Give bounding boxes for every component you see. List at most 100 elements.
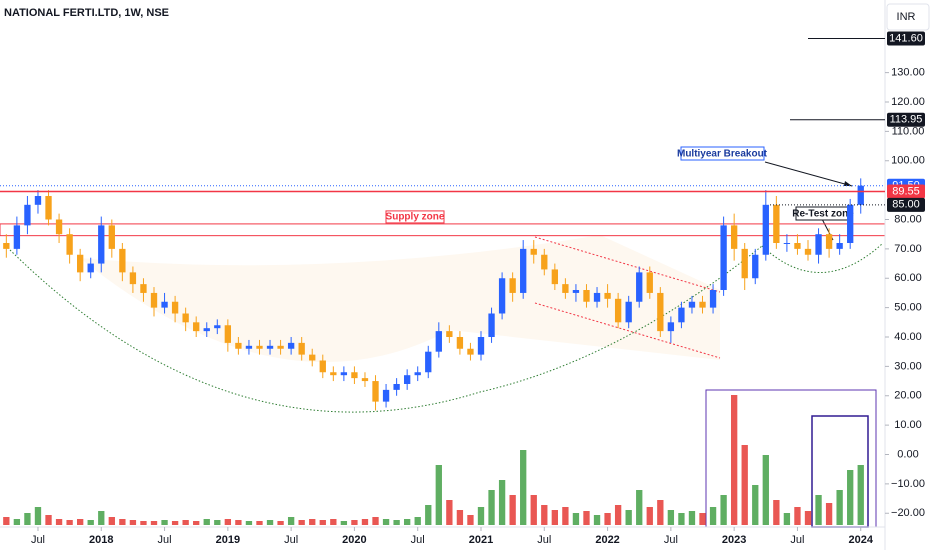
candle-body (161, 301, 168, 308)
volume-bar (351, 520, 358, 525)
volume-bar (266, 520, 274, 525)
candle-body (150, 292, 158, 308)
volume-bar (66, 520, 73, 525)
volume-bar (498, 480, 506, 525)
candle-body (456, 337, 464, 349)
annotation: Re-Test zone (792, 209, 854, 220)
volume-bar (636, 490, 643, 525)
y-tick-label: 0.00 (897, 448, 918, 460)
arrow (764, 161, 853, 187)
candle-body (699, 301, 706, 308)
volume-bar (667, 510, 675, 525)
candle-body (372, 381, 379, 402)
volume-bar (773, 500, 780, 525)
x-tick-label: Jul (411, 534, 425, 546)
candle-body (762, 204, 769, 255)
volume-bar (446, 500, 453, 525)
volume-bar (604, 513, 611, 525)
volume-bar (520, 450, 527, 525)
candle-body (414, 372, 421, 376)
y-tick-label: 110.00 (892, 125, 925, 137)
candle-body (688, 301, 696, 308)
x-tick-label: Jul (664, 534, 678, 546)
price-label-box (887, 197, 925, 212)
volume-bar (562, 507, 569, 525)
volume-bar (688, 511, 696, 525)
candle-body (214, 325, 221, 329)
candle-body (108, 225, 115, 249)
y-tick-label: −10.00 (891, 478, 925, 490)
candle-body (298, 342, 305, 355)
volume-bar (551, 510, 559, 525)
candle-body (477, 337, 485, 355)
candle-body (604, 292, 611, 299)
candle-body (847, 204, 854, 243)
candle-body (836, 243, 843, 249)
candle-body (720, 225, 727, 290)
candle-body (583, 290, 590, 302)
candle-body (435, 331, 442, 352)
volume-bar (372, 517, 379, 525)
candle-body (193, 322, 200, 332)
volume-bar (730, 395, 738, 525)
candle-body (425, 351, 432, 373)
volume-bar (277, 521, 284, 525)
volume-bar (224, 519, 232, 525)
candle-body (393, 384, 400, 390)
volume-bar (24, 513, 31, 525)
candle-body (119, 248, 126, 273)
chart-title: NATIONAL FERTI.LTD, 1W, NSE (4, 7, 169, 19)
candle-body (625, 301, 632, 323)
candle-body (182, 313, 189, 323)
volume-bar (129, 520, 137, 525)
candle-body (593, 292, 601, 302)
x-tick-label: Jul (158, 534, 172, 546)
price-label: 89.55 (892, 185, 920, 197)
candle-body (509, 278, 516, 293)
candle-body (340, 372, 348, 376)
volume-bar (794, 507, 801, 525)
y-tick-label: 100.00 (891, 155, 925, 167)
volume-bar (108, 517, 115, 525)
volume-bar (541, 505, 548, 525)
volume-bar (193, 521, 200, 525)
candle-body (245, 345, 253, 349)
y-tick-label: 60.00 (894, 272, 922, 284)
y-tick-label: 80.00 (894, 213, 922, 225)
candle-body (614, 298, 622, 323)
price-label-box (887, 31, 925, 46)
candle-body (77, 254, 84, 273)
volume-bar (488, 490, 495, 525)
candle-body (530, 248, 537, 255)
volume-bar (319, 520, 326, 525)
candle-body (403, 375, 411, 384)
volume-bar (614, 505, 622, 525)
volume-bar (783, 513, 791, 525)
volume-bar (235, 520, 242, 525)
y-tick-label: 30.00 (894, 360, 922, 372)
candle-body (98, 225, 105, 264)
candle-body (657, 292, 664, 332)
candle-body (330, 372, 337, 376)
candle-body (804, 248, 812, 255)
zone-label: Supply zone (386, 212, 445, 223)
volume-bar (161, 520, 168, 525)
volume-bar (709, 507, 717, 525)
y-tick-label: 10.00 (894, 419, 922, 431)
x-tick-label: 2020 (342, 534, 366, 546)
volume-bar (593, 515, 601, 525)
y-tick-label: 40.00 (894, 331, 922, 343)
volume-bar (403, 519, 411, 525)
currency: INR (897, 11, 916, 23)
volume-bar (646, 507, 653, 525)
volume-bar (203, 519, 210, 525)
candle-body (45, 196, 52, 220)
volume-bar (140, 521, 147, 525)
volume-bar (762, 455, 769, 525)
volume-bar (414, 517, 421, 525)
volume-bar (678, 513, 685, 525)
volume-bar (98, 511, 105, 525)
y-tick-label: −20.00 (891, 507, 925, 519)
volume-bar (340, 521, 348, 525)
candle-body (256, 345, 263, 349)
